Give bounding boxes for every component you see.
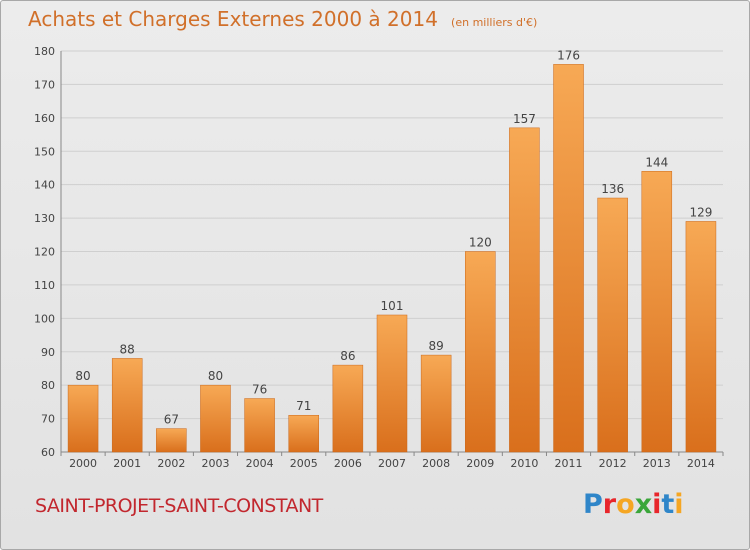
bar-2003 — [200, 384, 231, 453]
x-tick-label-2001: 2001 — [113, 457, 141, 470]
bar-2005 — [288, 414, 319, 453]
y-tick-label: 110 — [34, 279, 55, 292]
x-tick-label-2003: 2003 — [201, 457, 229, 470]
x-tick-label-2002: 2002 — [157, 457, 185, 470]
y-tick-label: 70 — [41, 413, 55, 426]
y-tick-label: 130 — [34, 212, 55, 225]
y-tick-label: 60 — [41, 446, 55, 459]
y-tick-label: 80 — [41, 379, 55, 392]
value-label-2003: 80 — [208, 369, 223, 383]
x-tick-label-2006: 2006 — [334, 457, 362, 470]
logo-letter: o — [616, 489, 635, 520]
y-tick-label: 120 — [34, 246, 55, 259]
value-label-2014: 129 — [689, 205, 712, 219]
bar-2004 — [244, 398, 275, 453]
value-label-2000: 80 — [75, 369, 90, 383]
bar-2014 — [685, 221, 717, 453]
logo-letter: i — [674, 489, 684, 520]
bar-2008 — [420, 354, 452, 453]
logo-letter: P — [583, 489, 603, 520]
value-label-2004: 76 — [252, 383, 267, 397]
commune-name: SAINT-PROJET-SAINT-CONSTANT — [35, 495, 323, 517]
y-tick-label: 140 — [34, 179, 55, 192]
bar-2000 — [67, 384, 99, 453]
y-tick-label: 170 — [34, 78, 55, 91]
y-tick-label: 160 — [34, 112, 55, 125]
value-label-2006: 86 — [340, 349, 355, 363]
x-tick-label-2014: 2014 — [687, 457, 715, 470]
y-tick-label: 90 — [41, 346, 55, 359]
bar-2010 — [509, 127, 540, 453]
x-tick-label-2011: 2011 — [555, 457, 583, 470]
bar-2013 — [641, 171, 673, 453]
bar-2012 — [597, 197, 628, 453]
x-tick-label-2007: 2007 — [378, 457, 406, 470]
chart-unit: (en milliers d'€) — [451, 16, 538, 29]
value-label-2009: 120 — [469, 236, 492, 250]
bar-2006 — [332, 364, 364, 453]
x-tick-label-2009: 2009 — [466, 457, 494, 470]
logo-letter: r — [602, 489, 617, 520]
chart-title: Achats et Charges Externes 2000 à 2014 — [28, 7, 438, 31]
y-tick-label: 180 — [34, 45, 55, 58]
value-label-2012: 136 — [601, 182, 624, 196]
bar-2001 — [111, 358, 143, 453]
x-tick-label-2000: 2000 — [69, 457, 97, 470]
x-tick-label-2010: 2010 — [510, 457, 538, 470]
y-tick-label: 100 — [34, 312, 55, 325]
value-label-2013: 144 — [645, 155, 668, 169]
value-label-2010: 157 — [513, 112, 536, 126]
bar-2011 — [553, 64, 584, 453]
bar-2009 — [465, 251, 496, 453]
value-label-2005: 71 — [296, 399, 311, 413]
x-tick-label-2013: 2013 — [643, 457, 671, 470]
title-row: Achats et Charges Externes 2000 à 2014 (… — [28, 7, 537, 31]
bars — [67, 64, 717, 453]
x-tick-label-2012: 2012 — [599, 457, 627, 470]
bar-2002 — [156, 428, 187, 453]
logo-letter: x — [634, 489, 653, 520]
x-tick-label-2004: 2004 — [246, 457, 274, 470]
bar-2007 — [376, 314, 408, 453]
data-labels: 80 88 67 80 76 71 86 101 89 120 157 176 136 144 129 — [75, 48, 712, 426]
logo-letter: i — [652, 489, 662, 520]
x-tick-label-2005: 2005 — [290, 457, 318, 470]
value-label-2011: 176 — [557, 48, 580, 62]
proxiti-logo[interactable]: Proxiti — [583, 489, 684, 520]
x-tick-label-2008: 2008 — [422, 457, 450, 470]
value-label-2001: 88 — [120, 342, 135, 356]
y-tick-label: 150 — [34, 145, 55, 158]
value-label-2008: 89 — [428, 339, 443, 353]
logo-letter: t — [661, 489, 675, 520]
value-label-2002: 67 — [164, 413, 179, 427]
value-label-2007: 101 — [381, 299, 404, 313]
